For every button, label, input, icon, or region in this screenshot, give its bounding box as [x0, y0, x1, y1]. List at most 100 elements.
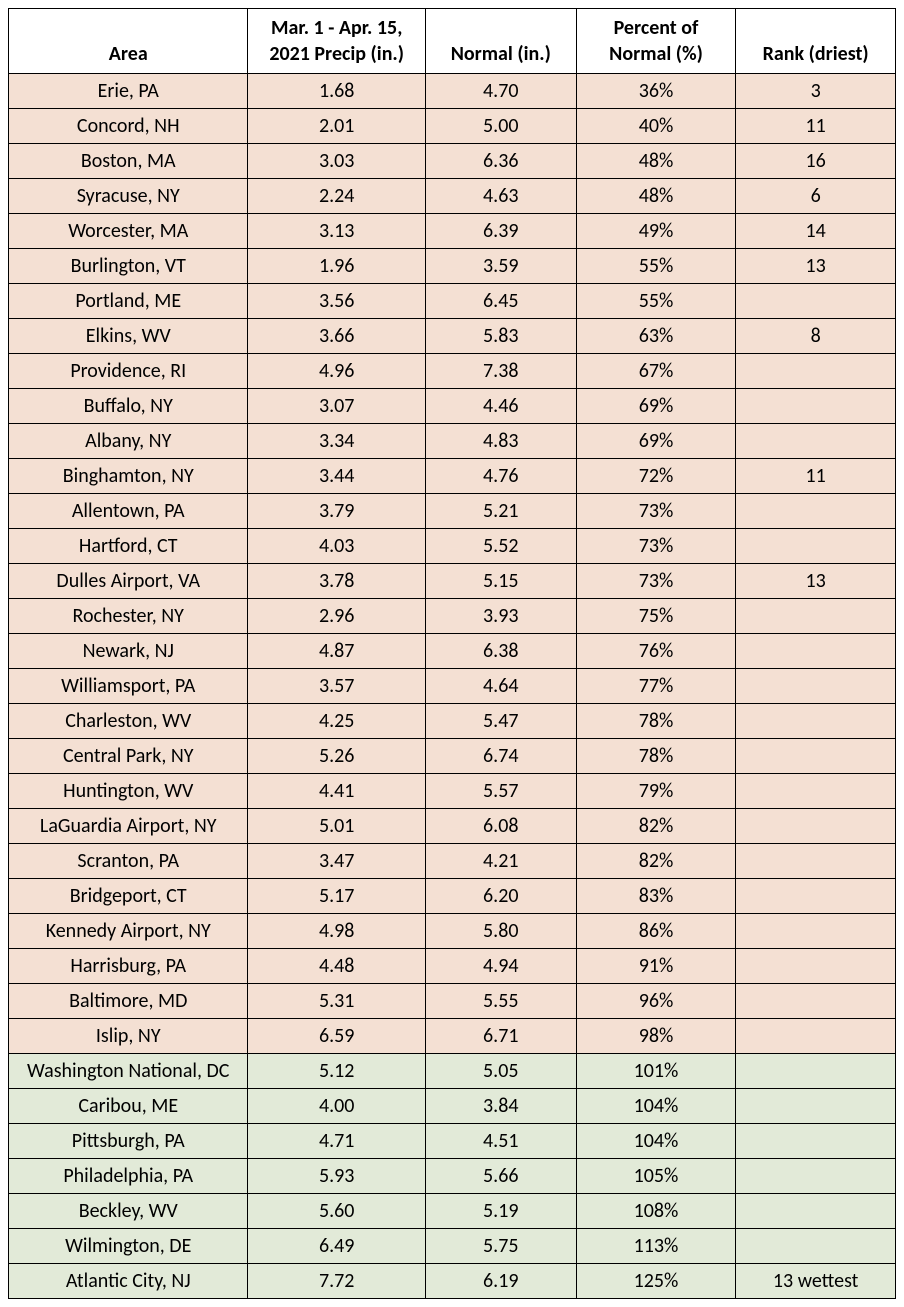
cell-precip: 5.31	[248, 984, 425, 1019]
cell-rank	[736, 1054, 896, 1089]
cell-normal: 5.66	[425, 1159, 576, 1194]
cell-rank: 6	[736, 179, 896, 214]
cell-pct: 79%	[576, 774, 736, 809]
cell-area: Caribou, ME	[9, 1089, 248, 1124]
cell-precip: 3.78	[248, 564, 425, 599]
cell-rank: 11	[736, 459, 896, 494]
cell-precip: 7.72	[248, 1264, 425, 1299]
cell-pct: 55%	[576, 284, 736, 319]
cell-precip: 3.66	[248, 319, 425, 354]
cell-normal: 4.64	[425, 669, 576, 704]
cell-rank	[736, 774, 896, 809]
cell-normal: 6.38	[425, 634, 576, 669]
cell-pct: 86%	[576, 914, 736, 949]
cell-precip: 5.60	[248, 1194, 425, 1229]
cell-pct: 36%	[576, 74, 736, 109]
table-row: Rochester, NY2.963.9375%	[9, 599, 896, 634]
cell-pct: 73%	[576, 564, 736, 599]
cell-rank	[736, 424, 896, 459]
cell-precip: 4.71	[248, 1124, 425, 1159]
cell-normal: 5.75	[425, 1229, 576, 1264]
table-row: Washington National, DC5.125.05101%	[9, 1054, 896, 1089]
cell-rank	[736, 354, 896, 389]
cell-area: Islip, NY	[9, 1019, 248, 1054]
cell-rank	[736, 1089, 896, 1124]
cell-rank	[736, 809, 896, 844]
cell-area: Newark, NJ	[9, 634, 248, 669]
table-row: Pittsburgh, PA4.714.51104%	[9, 1124, 896, 1159]
cell-rank	[736, 284, 896, 319]
cell-precip: 3.57	[248, 669, 425, 704]
cell-area: Allentown, PA	[9, 494, 248, 529]
table-row: Providence, RI4.967.3867%	[9, 354, 896, 389]
cell-normal: 3.59	[425, 249, 576, 284]
cell-pct: 77%	[576, 669, 736, 704]
cell-rank	[736, 704, 896, 739]
table-row: Scranton, PA3.474.2182%	[9, 844, 896, 879]
cell-area: Pittsburgh, PA	[9, 1124, 248, 1159]
cell-area: Kennedy Airport, NY	[9, 914, 248, 949]
precipitation-table: Area Mar. 1 - Apr. 15, 2021 Precip (in.)…	[8, 8, 896, 1299]
cell-precip: 3.07	[248, 389, 425, 424]
cell-rank	[736, 634, 896, 669]
cell-area: Baltimore, MD	[9, 984, 248, 1019]
cell-pct: 78%	[576, 704, 736, 739]
cell-area: Wilmington, DE	[9, 1229, 248, 1264]
cell-area: Rochester, NY	[9, 599, 248, 634]
cell-normal: 6.08	[425, 809, 576, 844]
cell-normal: 3.93	[425, 599, 576, 634]
cell-pct: 73%	[576, 494, 736, 529]
cell-area: Elkins, WV	[9, 319, 248, 354]
cell-precip: 4.48	[248, 949, 425, 984]
cell-area: Binghamton, NY	[9, 459, 248, 494]
cell-pct: 82%	[576, 844, 736, 879]
cell-pct: 72%	[576, 459, 736, 494]
table-row: Concord, NH2.015.0040%11	[9, 109, 896, 144]
cell-normal: 6.45	[425, 284, 576, 319]
cell-area: Providence, RI	[9, 354, 248, 389]
cell-rank	[736, 914, 896, 949]
cell-pct: 73%	[576, 529, 736, 564]
table-row: Harrisburg, PA4.484.9491%	[9, 949, 896, 984]
cell-normal: 4.63	[425, 179, 576, 214]
table-row: Hartford, CT4.035.5273%	[9, 529, 896, 564]
cell-rank	[736, 739, 896, 774]
cell-pct: 98%	[576, 1019, 736, 1054]
cell-rank	[736, 669, 896, 704]
cell-area: Harrisburg, PA	[9, 949, 248, 984]
cell-normal: 5.55	[425, 984, 576, 1019]
cell-precip: 5.17	[248, 879, 425, 914]
cell-precip: 5.12	[248, 1054, 425, 1089]
cell-area: Scranton, PA	[9, 844, 248, 879]
cell-pct: 96%	[576, 984, 736, 1019]
cell-pct: 69%	[576, 389, 736, 424]
cell-precip: 1.68	[248, 74, 425, 109]
cell-normal: 5.57	[425, 774, 576, 809]
cell-precip: 3.79	[248, 494, 425, 529]
cell-area: Burlington, VT	[9, 249, 248, 284]
cell-normal: 5.05	[425, 1054, 576, 1089]
cell-area: Erie, PA	[9, 74, 248, 109]
cell-pct: 67%	[576, 354, 736, 389]
cell-pct: 113%	[576, 1229, 736, 1264]
cell-pct: 76%	[576, 634, 736, 669]
table-row: Allentown, PA3.795.2173%	[9, 494, 896, 529]
cell-pct: 75%	[576, 599, 736, 634]
col-precip: Mar. 1 - Apr. 15, 2021 Precip (in.)	[248, 9, 425, 74]
table-row: Beckley, WV5.605.19108%	[9, 1194, 896, 1229]
cell-pct: 48%	[576, 144, 736, 179]
table-row: Islip, NY6.596.7198%	[9, 1019, 896, 1054]
cell-normal: 4.51	[425, 1124, 576, 1159]
cell-pct: 63%	[576, 319, 736, 354]
cell-normal: 6.74	[425, 739, 576, 774]
cell-rank	[736, 1019, 896, 1054]
cell-area: Beckley, WV	[9, 1194, 248, 1229]
cell-precip: 4.00	[248, 1089, 425, 1124]
table-row: Wilmington, DE6.495.75113%	[9, 1229, 896, 1264]
cell-precip: 5.26	[248, 739, 425, 774]
cell-area: Boston, MA	[9, 144, 248, 179]
cell-normal: 4.94	[425, 949, 576, 984]
col-normal: Normal (in.)	[425, 9, 576, 74]
cell-normal: 5.15	[425, 564, 576, 599]
cell-normal: 4.70	[425, 74, 576, 109]
